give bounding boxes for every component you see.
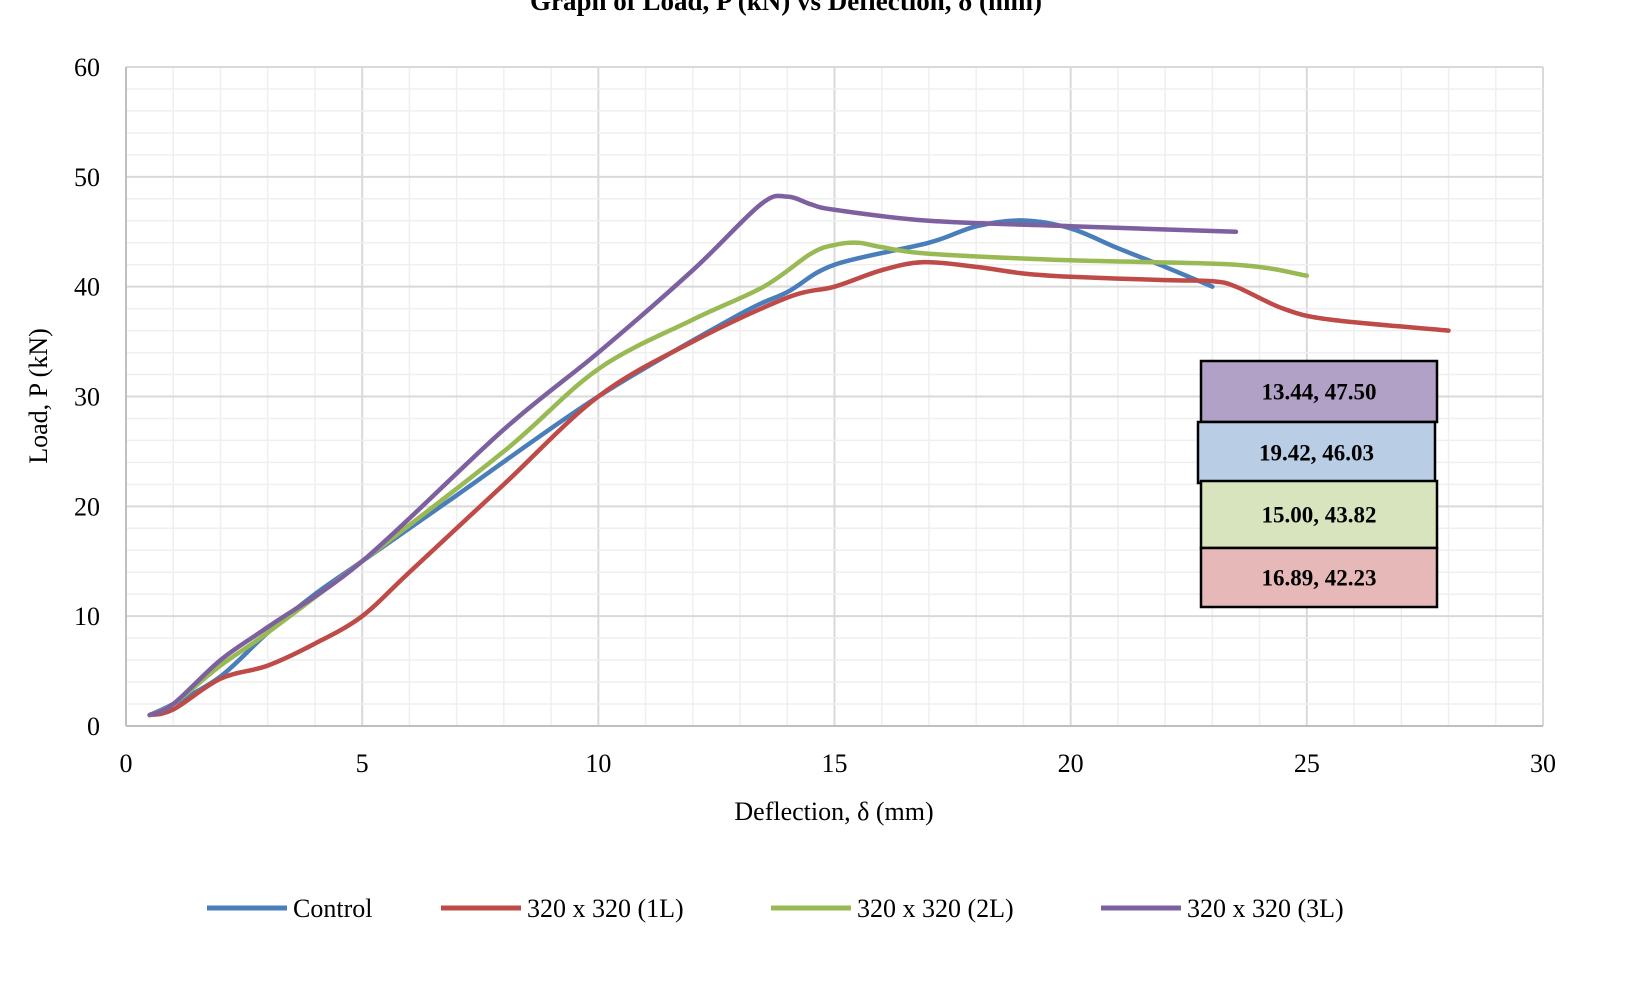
y-tick-label: 30 (74, 383, 100, 412)
data-label-background (1199, 546, 1439, 609)
data-label-text: 15.00, 43.82 (1262, 503, 1377, 528)
legend: Control 320 x 320 (1L) 320 x 320 (2L) 320 x… (207, 894, 1344, 923)
data-label-box: 19.42, 46.03 (1196, 420, 1437, 485)
x-axis-label: Deflection, δ (mm) (734, 797, 933, 826)
x-tick-label: 10 (585, 749, 611, 778)
legend-label: 320 x 320 (1L) (527, 894, 684, 923)
x-tick-label: 15 (822, 749, 848, 778)
series-line-2 (147, 240, 1310, 718)
legend-item: 320 x 320 (2L) (771, 894, 1014, 923)
series-line-3 (147, 193, 1239, 718)
legend-item: 320 x 320 (1L) (441, 894, 684, 923)
data-label-text: 16.89, 42.23 (1262, 566, 1377, 591)
y-tick-label: 60 (74, 53, 100, 82)
tick-labels: 0 5 10 15 20 25 30 0 10 20 30 40 50 60 (74, 53, 1556, 778)
data-label-text: 13.44, 47.50 (1262, 380, 1377, 405)
series-lines (147, 193, 1451, 718)
series-line-0 (147, 218, 1215, 718)
chart-title: Graph of Load, P (kN) vs Deflection, δ (… (530, 0, 1042, 16)
y-axis-label: Load, P (kN) (24, 328, 53, 464)
data-labels: 13.44, 47.50 19.42, 46.03 15.00, 43.82 16.8… (1196, 359, 1439, 609)
data-label-box: 16.89, 42.23 (1199, 546, 1439, 609)
data-label-box: 15.00, 43.82 (1199, 479, 1439, 550)
y-tick-label: 50 (74, 163, 100, 192)
y-tick-label: 10 (74, 602, 100, 631)
data-label-text: 19.42, 46.03 (1259, 441, 1374, 466)
x-tick-label: 5 (356, 749, 369, 778)
data-label-background (1199, 359, 1439, 424)
legend-item: 320 x 320 (3L) (1101, 894, 1344, 923)
data-label-box: 13.44, 47.50 (1199, 359, 1439, 424)
y-tick-label: 20 (74, 492, 100, 521)
x-tick-label: 20 (1058, 749, 1084, 778)
series-line-1 (147, 259, 1451, 718)
data-label-background (1199, 479, 1439, 550)
data-label-background (1196, 420, 1437, 485)
legend-label: Control (293, 894, 372, 923)
x-tick-label: 30 (1530, 749, 1556, 778)
x-tick-label: 0 (120, 749, 133, 778)
legend-label: 320 x 320 (3L) (1187, 894, 1344, 923)
y-tick-label: 0 (87, 712, 100, 741)
y-tick-label: 40 (74, 273, 100, 302)
legend-item: Control (207, 894, 372, 923)
x-tick-label: 25 (1294, 749, 1320, 778)
legend-label: 320 x 320 (2L) (857, 894, 1014, 923)
